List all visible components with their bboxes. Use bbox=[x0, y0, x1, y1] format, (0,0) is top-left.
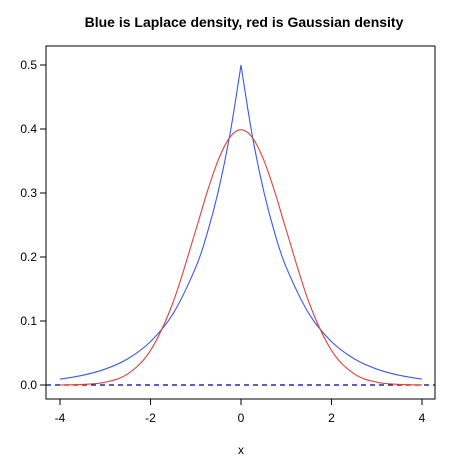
chart-title: Blue is Laplace density, red is Gaussian… bbox=[85, 14, 404, 30]
y-tick-label: 0.0 bbox=[20, 378, 37, 392]
plot-frame bbox=[45, 45, 436, 400]
y-tick-label: 0.5 bbox=[20, 58, 37, 72]
series-lines bbox=[59, 64, 423, 386]
x-tick-label: 4 bbox=[419, 411, 426, 425]
x-axis-title: x bbox=[238, 443, 244, 457]
x-tick-label: -2 bbox=[145, 411, 156, 425]
x-tick-label: -4 bbox=[55, 411, 66, 425]
y-tick-label: 0.1 bbox=[20, 314, 37, 328]
y-tick-label: 0.3 bbox=[20, 186, 37, 200]
laplace-density-line bbox=[59, 64, 423, 380]
x-tick-label: 0 bbox=[238, 411, 245, 425]
x-tick-label: 2 bbox=[328, 411, 335, 425]
y-tick-label: 0.4 bbox=[20, 122, 37, 136]
y-tick-label: 0.2 bbox=[20, 250, 37, 264]
gaussian-density-line bbox=[59, 129, 423, 386]
axes: -4 -2 0 2 4 0.0 0.1 0.2 0.3 0.4 0.5 bbox=[20, 58, 425, 425]
